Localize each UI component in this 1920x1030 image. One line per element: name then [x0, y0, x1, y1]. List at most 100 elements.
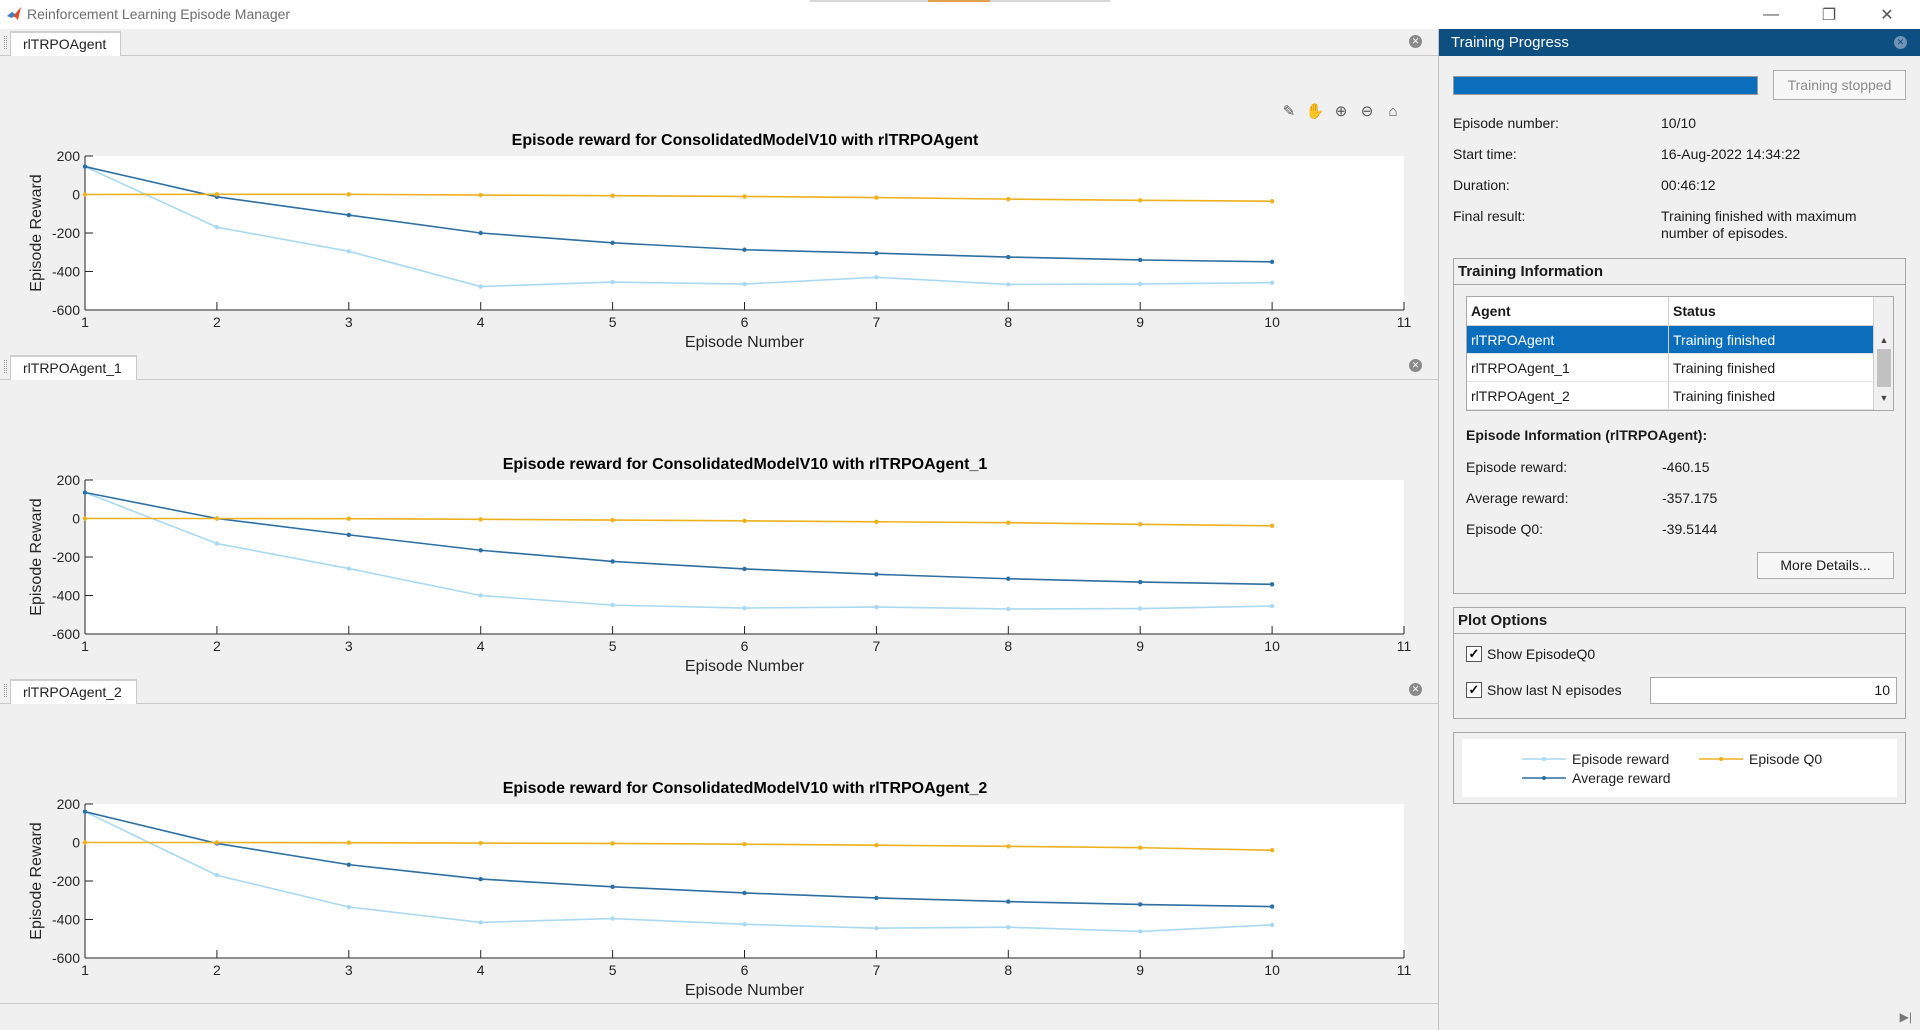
x-tick-label: 7: [873, 314, 881, 330]
episode-reward-label: Episode reward:: [1466, 459, 1568, 475]
close-window-button[interactable]: ✕: [1880, 6, 1894, 24]
drag-grip-icon[interactable]: [4, 36, 7, 49]
axes-toolbar: ✎ ✋ ⊕ ⊖ ⌂: [1278, 100, 1404, 122]
data-point: [610, 916, 615, 921]
x-tick-label: 6: [741, 638, 749, 654]
data-point: [610, 602, 615, 608]
x-tick-label: 5: [609, 962, 617, 978]
episode-reward-chart[interactable]: 1 2 3 4 5 6 7 8 9 10 11 200 0 -200 -400 -600 Episode Num…: [0, 56, 1438, 353]
data-point: [346, 904, 351, 910]
checkmark-icon[interactable]: ✓: [1466, 646, 1482, 662]
x-tick-label: 9: [1136, 314, 1144, 330]
dock-indicator: [810, 0, 1110, 2]
show-episode-q0-checkbox[interactable]: ✓ Show EpisodeQ0: [1466, 646, 1595, 662]
agent-panel-0: rlTRPOAgent ✕ Episode reward for Consoli…: [0, 29, 1438, 353]
x-tick-label: 8: [1004, 962, 1012, 978]
x-tick-label: 7: [873, 962, 881, 978]
agent-cell: rlTRPOAgent_2: [1467, 382, 1669, 409]
data-point: [214, 192, 220, 197]
scroll-thumb[interactable]: [1877, 349, 1891, 387]
zoom-out-icon[interactable]: ⊖: [1360, 103, 1374, 120]
scroll-up-icon[interactable]: ▲: [1879, 335, 1889, 345]
data-point: [610, 240, 615, 246]
table-header: Agent Status: [1467, 297, 1893, 326]
panel-close-icon[interactable]: ✕: [1894, 36, 1907, 49]
brush-icon[interactable]: ✎: [1282, 103, 1296, 120]
episode-reward-chart[interactable]: 1 2 3 4 5 6 7 8 9 10 11 200 0 -200 -400 -600 Episode Num…: [0, 704, 1438, 1001]
tab-rlTRPOAgent_2[interactable]: rlTRPOAgent_2: [10, 679, 137, 705]
agent-status-table: Agent Status rlTRPOAgent Training finish…: [1466, 296, 1894, 411]
data-point: [610, 193, 615, 198]
last-n-episodes-input[interactable]: 10: [1650, 677, 1897, 704]
x-tick-label: 3: [345, 638, 353, 654]
plot-background: [85, 804, 1404, 958]
zoom-in-icon[interactable]: ⊕: [1334, 103, 1348, 120]
data-point: [610, 517, 615, 523]
x-tick-label: 11: [1397, 638, 1412, 654]
plot-area: Episode reward for ConsolidatedModelV10 …: [0, 380, 1438, 677]
column-header-status[interactable]: Status: [1673, 303, 1716, 319]
x-tick-label: 2: [213, 638, 221, 654]
data-point: [1269, 904, 1275, 909]
y-tick-label: 0: [72, 511, 80, 527]
episode-information-title: Episode Information (rlTRPOAgent):: [1466, 427, 1708, 443]
x-tick-label: 7: [873, 638, 881, 654]
y-tick-label: -400: [52, 264, 80, 280]
tab-rlTRPOAgent[interactable]: rlTRPOAgent: [10, 31, 122, 57]
data-point: [214, 873, 220, 878]
data-point: [742, 518, 747, 524]
table-row[interactable]: rlTRPOAgent Training finished: [1467, 326, 1893, 354]
plot-area: Episode reward for ConsolidatedModelV10 …: [0, 56, 1438, 353]
drag-grip-icon[interactable]: [4, 360, 7, 373]
data-point: [346, 192, 351, 197]
minimize-button[interactable]: —: [1763, 5, 1779, 23]
panel-close-icon[interactable]: ✕: [1409, 35, 1422, 48]
data-point: [610, 279, 615, 285]
training-progress-title: Training Progress: [1451, 34, 1569, 51]
y-tick-label: 0: [72, 835, 80, 851]
start-time-label: Start time:: [1453, 146, 1517, 162]
x-tick-label: 9: [1136, 638, 1144, 654]
episode-number-value: 10/10: [1661, 115, 1697, 131]
data-point: [346, 516, 351, 521]
show-last-n-checkbox[interactable]: ✓ Show last N episodes: [1466, 682, 1622, 698]
plot-title: Episode reward for ConsolidatedModelV10 …: [511, 132, 979, 149]
panel-close-icon[interactable]: ✕: [1409, 683, 1422, 696]
y-axis-label: Episode Reward: [28, 498, 45, 615]
training-stopped-button[interactable]: Training stopped: [1773, 70, 1906, 100]
panel-close-icon[interactable]: ✕: [1409, 359, 1422, 372]
collapse-panel-icon[interactable]: ▶|: [1899, 1010, 1912, 1024]
training-information-title: Training Information: [1454, 259, 1905, 285]
more-details-button[interactable]: More Details...: [1757, 552, 1894, 579]
episode-reward-chart[interactable]: 1 2 3 4 5 6 7 8 9 10 11 200 0 -200 -400 -600 Episode Num…: [0, 380, 1438, 677]
data-point: [610, 841, 615, 846]
training-progress-panel: Training Progress ✕ Training stopped Epi…: [1438, 29, 1920, 1030]
average-reward-series: [84, 810, 1273, 908]
data-point: [874, 572, 879, 577]
y-axis-label: Episode Reward: [28, 822, 45, 939]
restore-button[interactable]: ❐: [1821, 6, 1837, 24]
duration-label: Duration:: [1453, 177, 1510, 193]
data-point: [874, 925, 879, 931]
scroll-down-icon[interactable]: ▼: [1879, 393, 1889, 403]
tab-rlTRPOAgent_1[interactable]: rlTRPOAgent_1: [10, 355, 137, 381]
y-tick-label: -200: [52, 873, 80, 889]
x-axis-label: Episode Number: [685, 334, 805, 351]
y-tick-label: -600: [52, 626, 80, 642]
column-header-agent[interactable]: Agent: [1467, 297, 1669, 325]
x-tick-label: 11: [1397, 314, 1412, 330]
matlab-logo-icon: [7, 7, 21, 20]
checkmark-icon[interactable]: ✓: [1466, 682, 1482, 698]
table-row[interactable]: rlTRPOAgent_2 Training finished: [1467, 382, 1893, 410]
data-point: [82, 490, 88, 495]
episode-q0-series: [85, 841, 1273, 851]
legend-label: Average reward: [1572, 770, 1671, 786]
table-scrollbar[interactable]: ▲ ▼: [1873, 297, 1893, 410]
home-icon[interactable]: ⌂: [1388, 102, 1398, 120]
pan-icon[interactable]: ✋: [1305, 103, 1325, 120]
table-row[interactable]: rlTRPOAgent_1 Training finished: [1467, 354, 1893, 382]
data-point: [874, 519, 879, 524]
drag-grip-icon[interactable]: [4, 684, 7, 697]
average-reward-series: [84, 491, 1273, 586]
data-point: [874, 251, 879, 256]
